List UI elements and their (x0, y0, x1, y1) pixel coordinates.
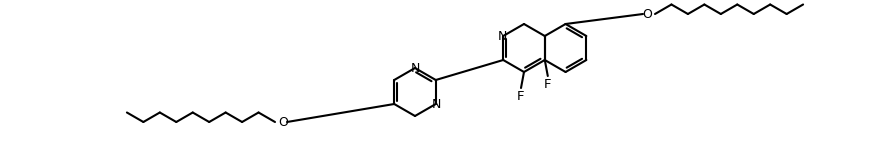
Text: O: O (278, 115, 288, 128)
Text: O: O (642, 7, 652, 21)
Text: F: F (517, 89, 524, 103)
Text: N: N (497, 30, 507, 43)
Text: N: N (410, 61, 420, 75)
Text: N: N (432, 97, 441, 110)
Text: F: F (544, 78, 551, 91)
